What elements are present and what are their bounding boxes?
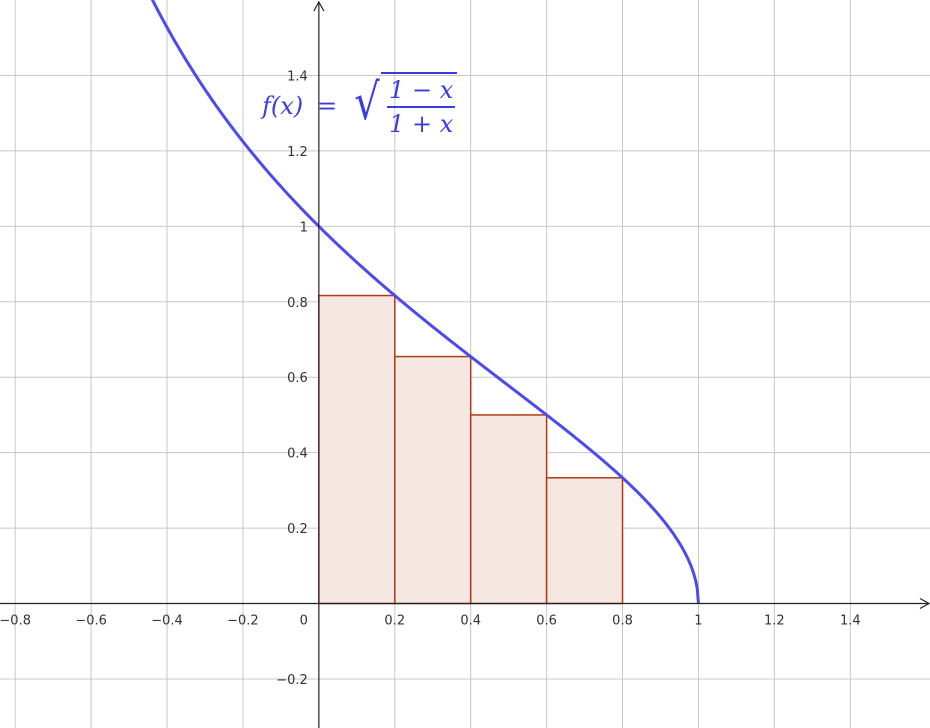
origin-label: 0 xyxy=(300,614,308,629)
riemann-rect-2 xyxy=(469,414,548,605)
y-tick-label-4: 0.8 xyxy=(287,296,308,311)
y-tick-label-6: 1.2 xyxy=(287,145,308,160)
x-tick-label-3: −0.2 xyxy=(227,614,259,629)
function-label-equals: = xyxy=(317,91,338,120)
x-tick-label-4: 0.2 xyxy=(384,614,405,629)
y-tick-label-7: 1.4 xyxy=(287,69,308,84)
x-tick-label-7: 0.8 xyxy=(612,614,633,629)
x-tick-label-8: 1 xyxy=(694,614,702,629)
y-axis-arrow xyxy=(313,0,325,12)
riemann-rect-0 xyxy=(318,294,396,605)
riemann-rectangles xyxy=(318,294,624,605)
x-tick-label-6: 0.6 xyxy=(536,614,557,629)
x-tick-label-5: 0.4 xyxy=(460,614,481,629)
fraction-numerator: 1 − x xyxy=(387,76,456,108)
x-tick-label-0: −0.8 xyxy=(0,614,31,629)
x-tick-label-1: −0.6 xyxy=(75,614,107,629)
riemann-rect-3 xyxy=(545,477,624,605)
tick-labels: −0.8 −0.6 −0.4 −0.2 0.2 0.4 0.6 0.8 1 1.2 1.4 −0.2 0… xyxy=(0,69,861,688)
riemann-rect-1 xyxy=(394,355,472,605)
y-tick-label-3: 0.6 xyxy=(287,371,308,386)
y-tick-label-2: 0.4 xyxy=(287,447,308,462)
x-tick-label-10: 1.4 xyxy=(840,614,861,629)
x-tick-label-9: 1.2 xyxy=(764,614,785,629)
square-root: √ 1 − x 1 + x xyxy=(351,72,458,139)
function-label-lhs: f(x) xyxy=(262,91,304,120)
y-tick-label-0: −0.2 xyxy=(276,673,308,688)
x-tick-label-2: −0.4 xyxy=(151,614,183,629)
radical-sign: √ xyxy=(354,73,380,131)
x-axis-arrow xyxy=(919,597,930,610)
y-tick-label-1: 0.2 xyxy=(287,522,308,537)
y-tick-label-5: 1 xyxy=(300,220,308,235)
fraction: 1 − x 1 + x xyxy=(381,72,458,139)
function-label: f(x) = √ 1 − x 1 + x xyxy=(262,72,458,139)
fraction-denominator: 1 + x xyxy=(389,110,454,138)
function-curve xyxy=(150,0,700,604)
